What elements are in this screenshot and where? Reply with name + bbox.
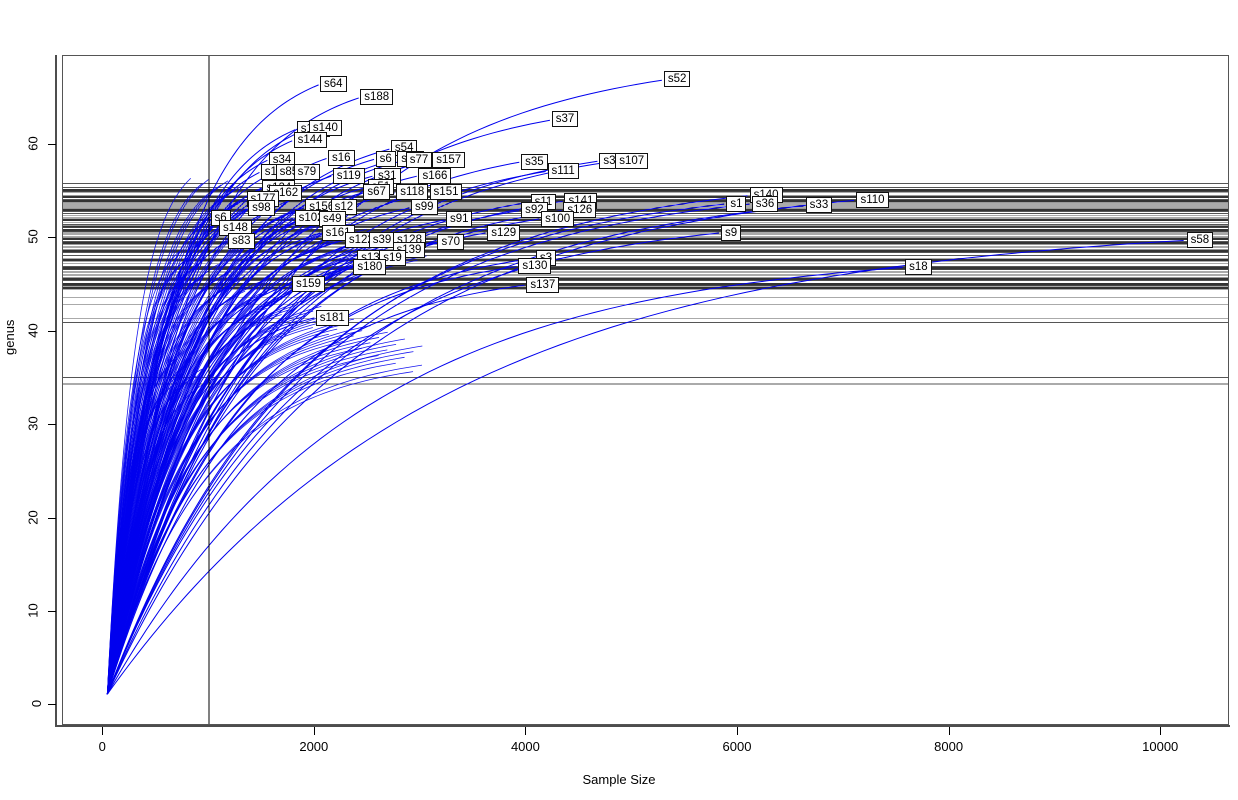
curve-label-s64: s64 — [320, 75, 347, 92]
curve-label-s39: s39 — [368, 232, 396, 249]
x-tick-label: 0 — [98, 739, 106, 754]
curve-label-s92: s92 — [521, 202, 548, 219]
x-tick-label: 2000 — [299, 739, 329, 754]
curve-label-s166: s166 — [418, 167, 452, 184]
curve-label-s79: s79 — [293, 163, 321, 180]
x-axis-title: Sample Size — [582, 772, 656, 787]
curve-label-s91: s91 — [445, 211, 473, 228]
curve-label-s98: s98 — [248, 200, 275, 217]
curve-label-s70: s70 — [437, 233, 465, 250]
curve-label-s36: s36 — [751, 195, 779, 212]
curve-label-s157: s157 — [432, 151, 466, 168]
x-tick — [525, 727, 527, 735]
curve-label-s99: s99 — [411, 199, 438, 216]
curve-label-s110: s110 — [856, 191, 889, 208]
curve-label-s151: s151 — [429, 184, 463, 201]
curve-label-s67: s67 — [363, 184, 390, 201]
curve-label-s18: s18 — [905, 259, 932, 276]
curve-label-s118: s118 — [396, 184, 429, 201]
curve-label-s34: s34 — [268, 151, 296, 168]
curve-label-s181: s181 — [315, 309, 349, 326]
y-tick — [48, 143, 56, 145]
curve-label-s37: s37 — [551, 111, 579, 128]
curve-label-s83: s83 — [227, 232, 255, 249]
y-tick-label: 10 — [25, 603, 41, 618]
y-tick — [48, 237, 56, 239]
curve-label-s159: s159 — [292, 275, 325, 292]
curve-label-s100: s100 — [541, 210, 575, 227]
curve-label-s144: s144 — [293, 132, 327, 149]
curve-label-s33: s33 — [805, 197, 833, 214]
y-tick — [48, 424, 56, 426]
x-tick — [737, 727, 739, 735]
y-axis-title: genus — [2, 319, 17, 355]
curve-label-s58: s58 — [1186, 232, 1214, 249]
curve-label-s129: s129 — [487, 224, 521, 241]
y-tick-label: 30 — [25, 416, 41, 431]
x-tick — [948, 727, 950, 735]
curve-label-s130: s130 — [518, 258, 552, 275]
y-tick — [48, 517, 56, 519]
curve-label-s111: s111 — [547, 162, 579, 179]
curve-label-s9: s9 — [721, 224, 742, 241]
x-tick-label: 6000 — [722, 739, 752, 754]
y-tick-label: 60 — [25, 136, 41, 151]
x-tick — [102, 727, 104, 735]
curve-label-s52: s52 — [663, 71, 691, 88]
curve-label-s35: s35 — [521, 153, 548, 170]
y-tick — [48, 610, 56, 612]
y-tick-label: 50 — [25, 229, 41, 244]
curve-label-s6b: s6 — [375, 150, 396, 167]
curve-label-s16: s16 — [327, 149, 355, 166]
curve-label-s107: s107 — [615, 152, 649, 169]
x-tick-label: 10000 — [1142, 739, 1179, 754]
x-axis-line — [55, 725, 1230, 727]
y-tick-label: 20 — [25, 509, 41, 525]
x-tick-label: 8000 — [934, 739, 964, 754]
y-tick — [48, 330, 56, 332]
x-tick — [1160, 727, 1162, 735]
curve-label-s140: s140 — [308, 119, 342, 136]
curve-label-s137: s137 — [526, 276, 560, 293]
y-tick-label: 0 — [28, 700, 44, 708]
y-tick — [48, 704, 56, 706]
x-tick — [313, 727, 315, 735]
curve-label-s188: s188 — [360, 89, 394, 106]
curve-label-s49: s49 — [318, 210, 346, 227]
curve-label-s1b: s1 — [726, 195, 747, 212]
curve-label-s77: s77 — [405, 151, 433, 168]
x-tick-label: 4000 — [510, 739, 540, 754]
curve-label-s180: s180 — [353, 259, 387, 276]
y-axis-line — [55, 55, 57, 726]
curve-label-s119: s119 — [332, 167, 365, 184]
curve-label-s139: s139 — [392, 242, 426, 259]
